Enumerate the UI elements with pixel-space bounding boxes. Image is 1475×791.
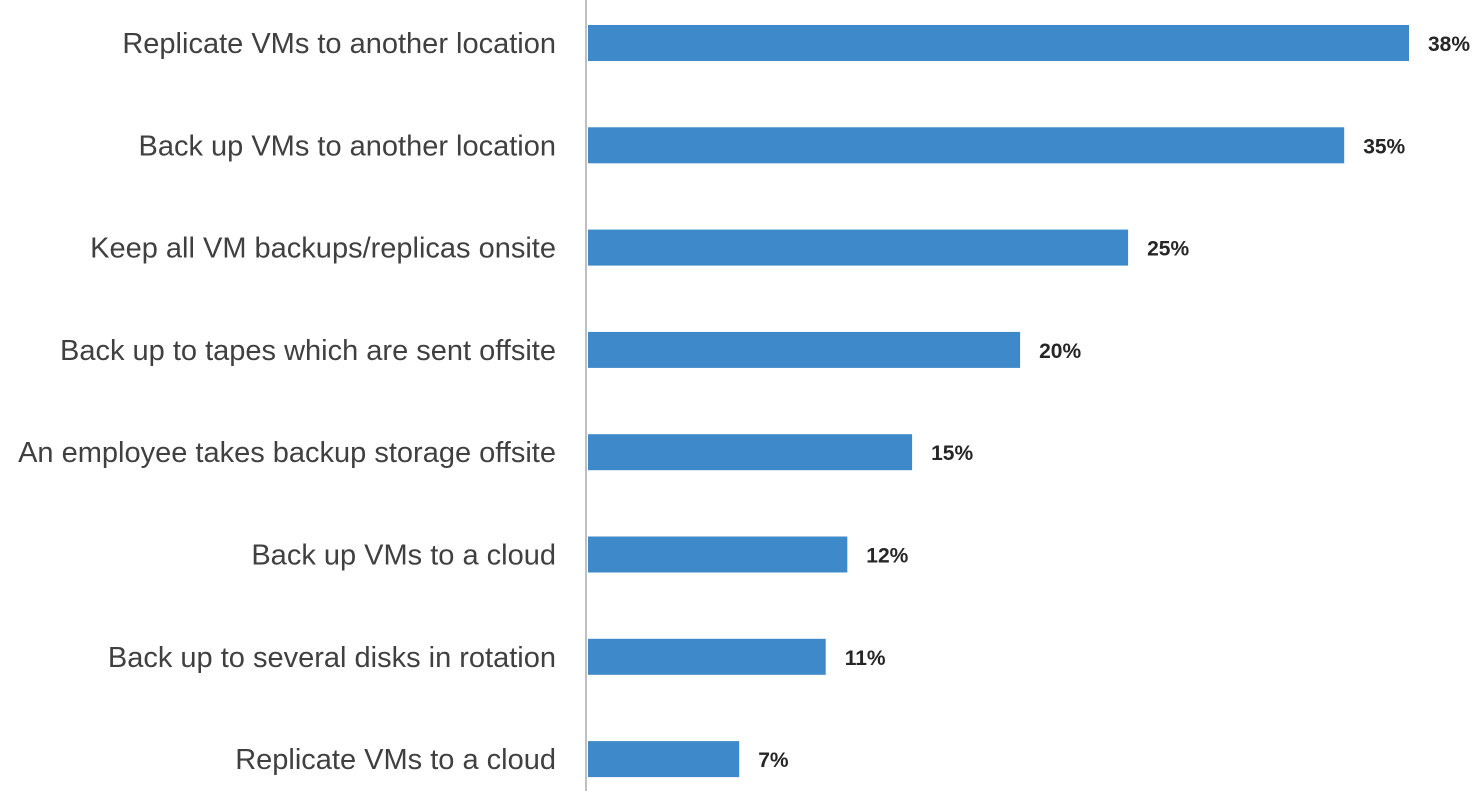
category-label: Keep all VM backups/replicas onsite bbox=[90, 233, 556, 265]
value-label: 15% bbox=[931, 442, 973, 465]
category-label: Back up to several disks in rotation bbox=[108, 642, 556, 674]
bar bbox=[588, 331, 1021, 368]
bar bbox=[588, 229, 1129, 266]
value-label: 25% bbox=[1147, 238, 1189, 261]
value-labels-group: 38% 35% 25% 20% 15% 12% 11% 7% bbox=[758, 33, 1470, 772]
category-label: Replicate VMs to another location bbox=[122, 28, 556, 60]
category-labels-group: Replicate VMs to another location Back up… bbox=[18, 28, 556, 776]
category-label: Back up VMs to another location bbox=[138, 130, 556, 162]
category-label: An employee takes backup storage offsite bbox=[18, 437, 556, 469]
bar bbox=[588, 638, 826, 675]
bars-group bbox=[588, 25, 1409, 778]
value-label: 7% bbox=[758, 749, 789, 772]
bar bbox=[588, 127, 1345, 164]
value-label: 12% bbox=[866, 545, 908, 568]
value-label: 35% bbox=[1363, 135, 1405, 158]
category-label: Replicate VMs to a cloud bbox=[235, 744, 556, 776]
category-label: Back up to tapes which are sent offsite bbox=[60, 335, 556, 367]
value-label: 38% bbox=[1428, 33, 1470, 56]
value-label: 11% bbox=[845, 647, 886, 670]
category-label: Back up VMs to a cloud bbox=[251, 540, 556, 572]
bar bbox=[588, 25, 1409, 61]
value-label: 20% bbox=[1039, 340, 1081, 363]
bar bbox=[588, 741, 740, 778]
bar bbox=[588, 536, 848, 573]
bar bbox=[588, 434, 913, 471]
